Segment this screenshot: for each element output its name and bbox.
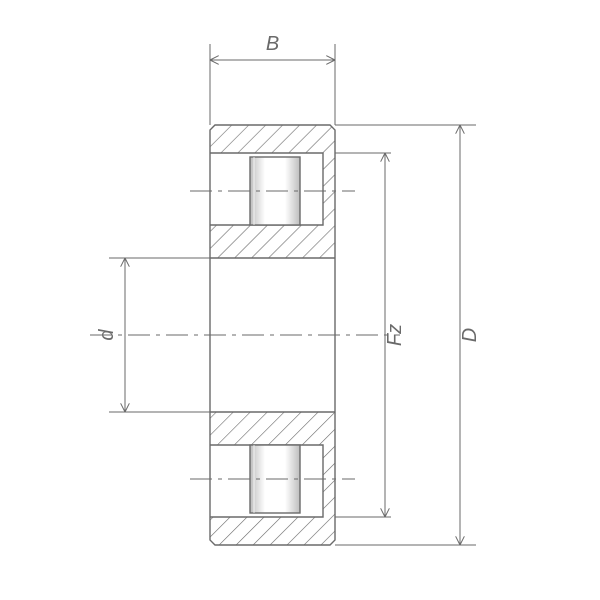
label-B: B (266, 33, 279, 55)
label-D: D (459, 328, 481, 342)
label-d: d (96, 329, 118, 341)
label-Fz: Fz (384, 324, 406, 346)
bearing-cross-section: Bd Fz D (0, 0, 600, 600)
